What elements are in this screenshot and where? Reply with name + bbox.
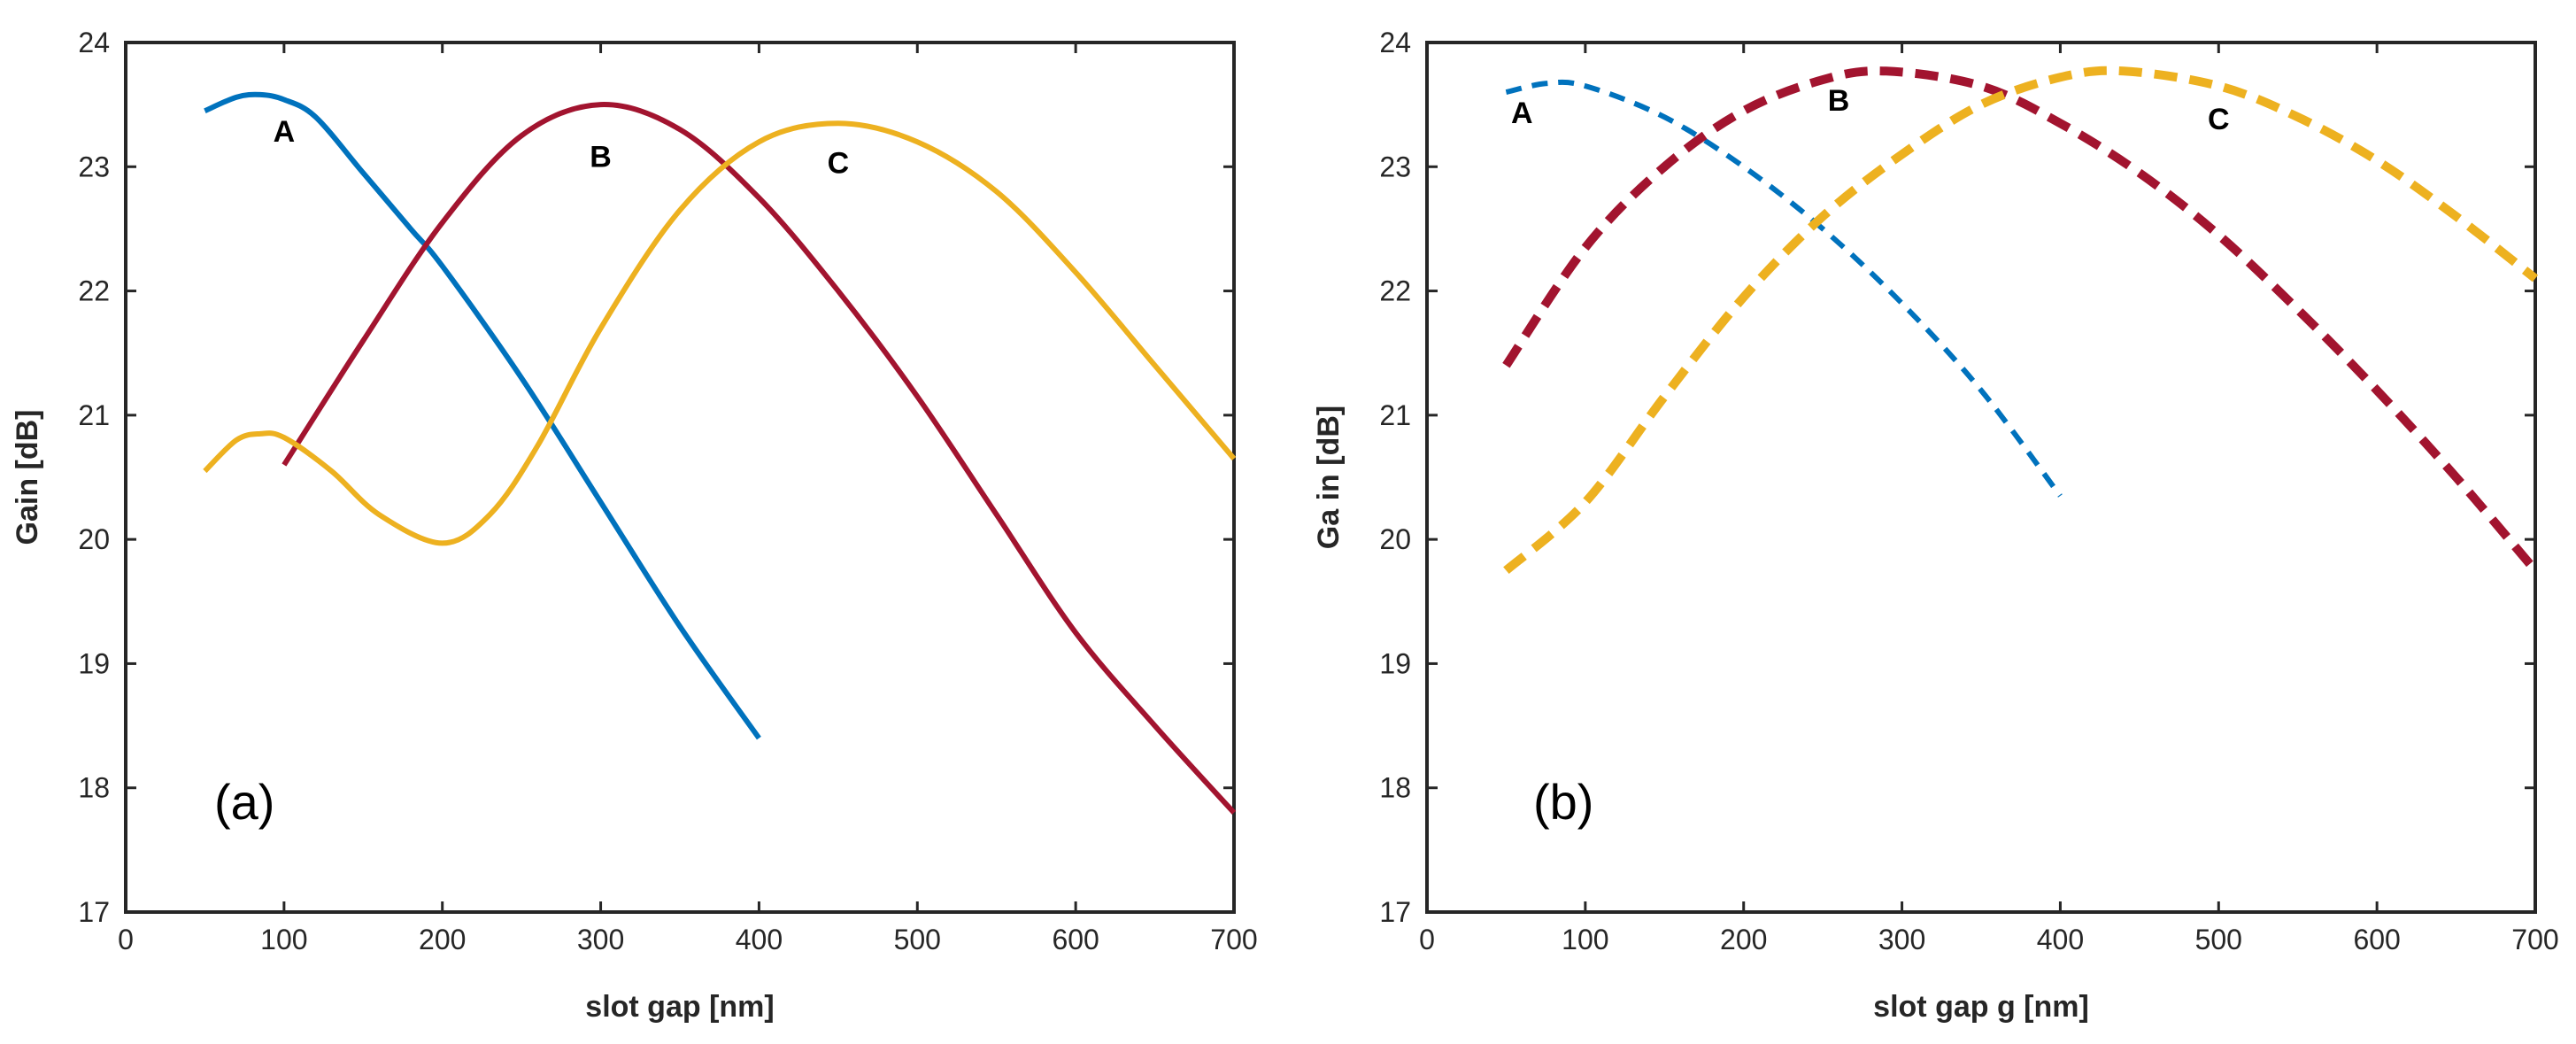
y-tick-label: 17 [78,896,110,928]
x-tick-label: 600 [1052,924,1099,955]
panel-label: (a) [214,774,274,830]
x-tick-label: 700 [2511,924,2558,955]
plot-frame [1425,41,2537,914]
y-tick-label: 20 [1379,523,1411,555]
curve-label-c: C [2208,103,2230,136]
curve-label-a: A [274,115,296,149]
series-line-a [204,91,761,740]
series-line-a [1505,79,2063,498]
curve-label-a: A [1511,97,1533,130]
y-tick-label: 17 [1379,896,1411,928]
x-tick-label: 200 [419,924,466,955]
y-tick-label: 18 [1379,772,1411,804]
y-axis-label: Ga in [dB] [1312,406,1346,549]
y-tick-label: 22 [1379,275,1411,307]
curve-label-b: B [590,140,612,174]
x-tick-label: 700 [1210,924,1257,955]
panel-label: (b) [1533,774,1593,830]
y-tick-label: 18 [78,772,110,804]
y-tick-label: 20 [78,523,110,555]
x-tick-label: 300 [577,924,624,955]
series-line-b [1502,66,2539,574]
x-tick-label: 100 [1562,924,1608,955]
y-tick-label: 21 [78,399,110,431]
x-tick-label: 100 [260,924,307,955]
x-tick-label: 500 [894,924,941,955]
x-tick-label: 600 [2353,924,2400,955]
x-tick-label: 500 [2195,924,2242,955]
plot-frame [124,41,1236,914]
x-tick-label: 400 [736,924,783,955]
x-tick-label: 200 [1720,924,1767,955]
y-axis-label: Gain [dB] [11,410,44,545]
panel-a: 0 100 200 300 400 500 600 700 17 18 19 20 21 22 23 24 sl… [11,27,1258,1024]
x-tick-label: 300 [1878,924,1925,955]
panel-b: 0 100 200 300 400 500 600 700 17 18 19 20 21 22 23 24 sl… [1312,27,2559,1024]
curve-label-b: B [1828,84,1850,118]
y-tick-label: 23 [78,151,110,182]
y-tick-label: 19 [78,647,110,679]
series-line-c [203,120,1237,546]
y-tick-label: 24 [78,27,110,58]
x-axis-label: slot gap [nm] [585,990,774,1024]
curve-label-c: C [828,146,850,180]
y-tick-label: 24 [1379,27,1411,58]
x-axis-label: slot gap g [nm] [1873,990,2089,1024]
y-tick-label: 23 [1379,151,1411,182]
x-tick-label: 400 [2037,924,2084,955]
x-tick-label: 0 [1419,924,1435,955]
y-tick-label: 22 [78,275,110,307]
y-tick-label: 21 [1379,399,1411,431]
series-line-c [1503,66,2539,575]
y-tick-label: 19 [1379,647,1411,679]
series-line-b [282,102,1237,815]
x-tick-label: 0 [118,924,134,955]
